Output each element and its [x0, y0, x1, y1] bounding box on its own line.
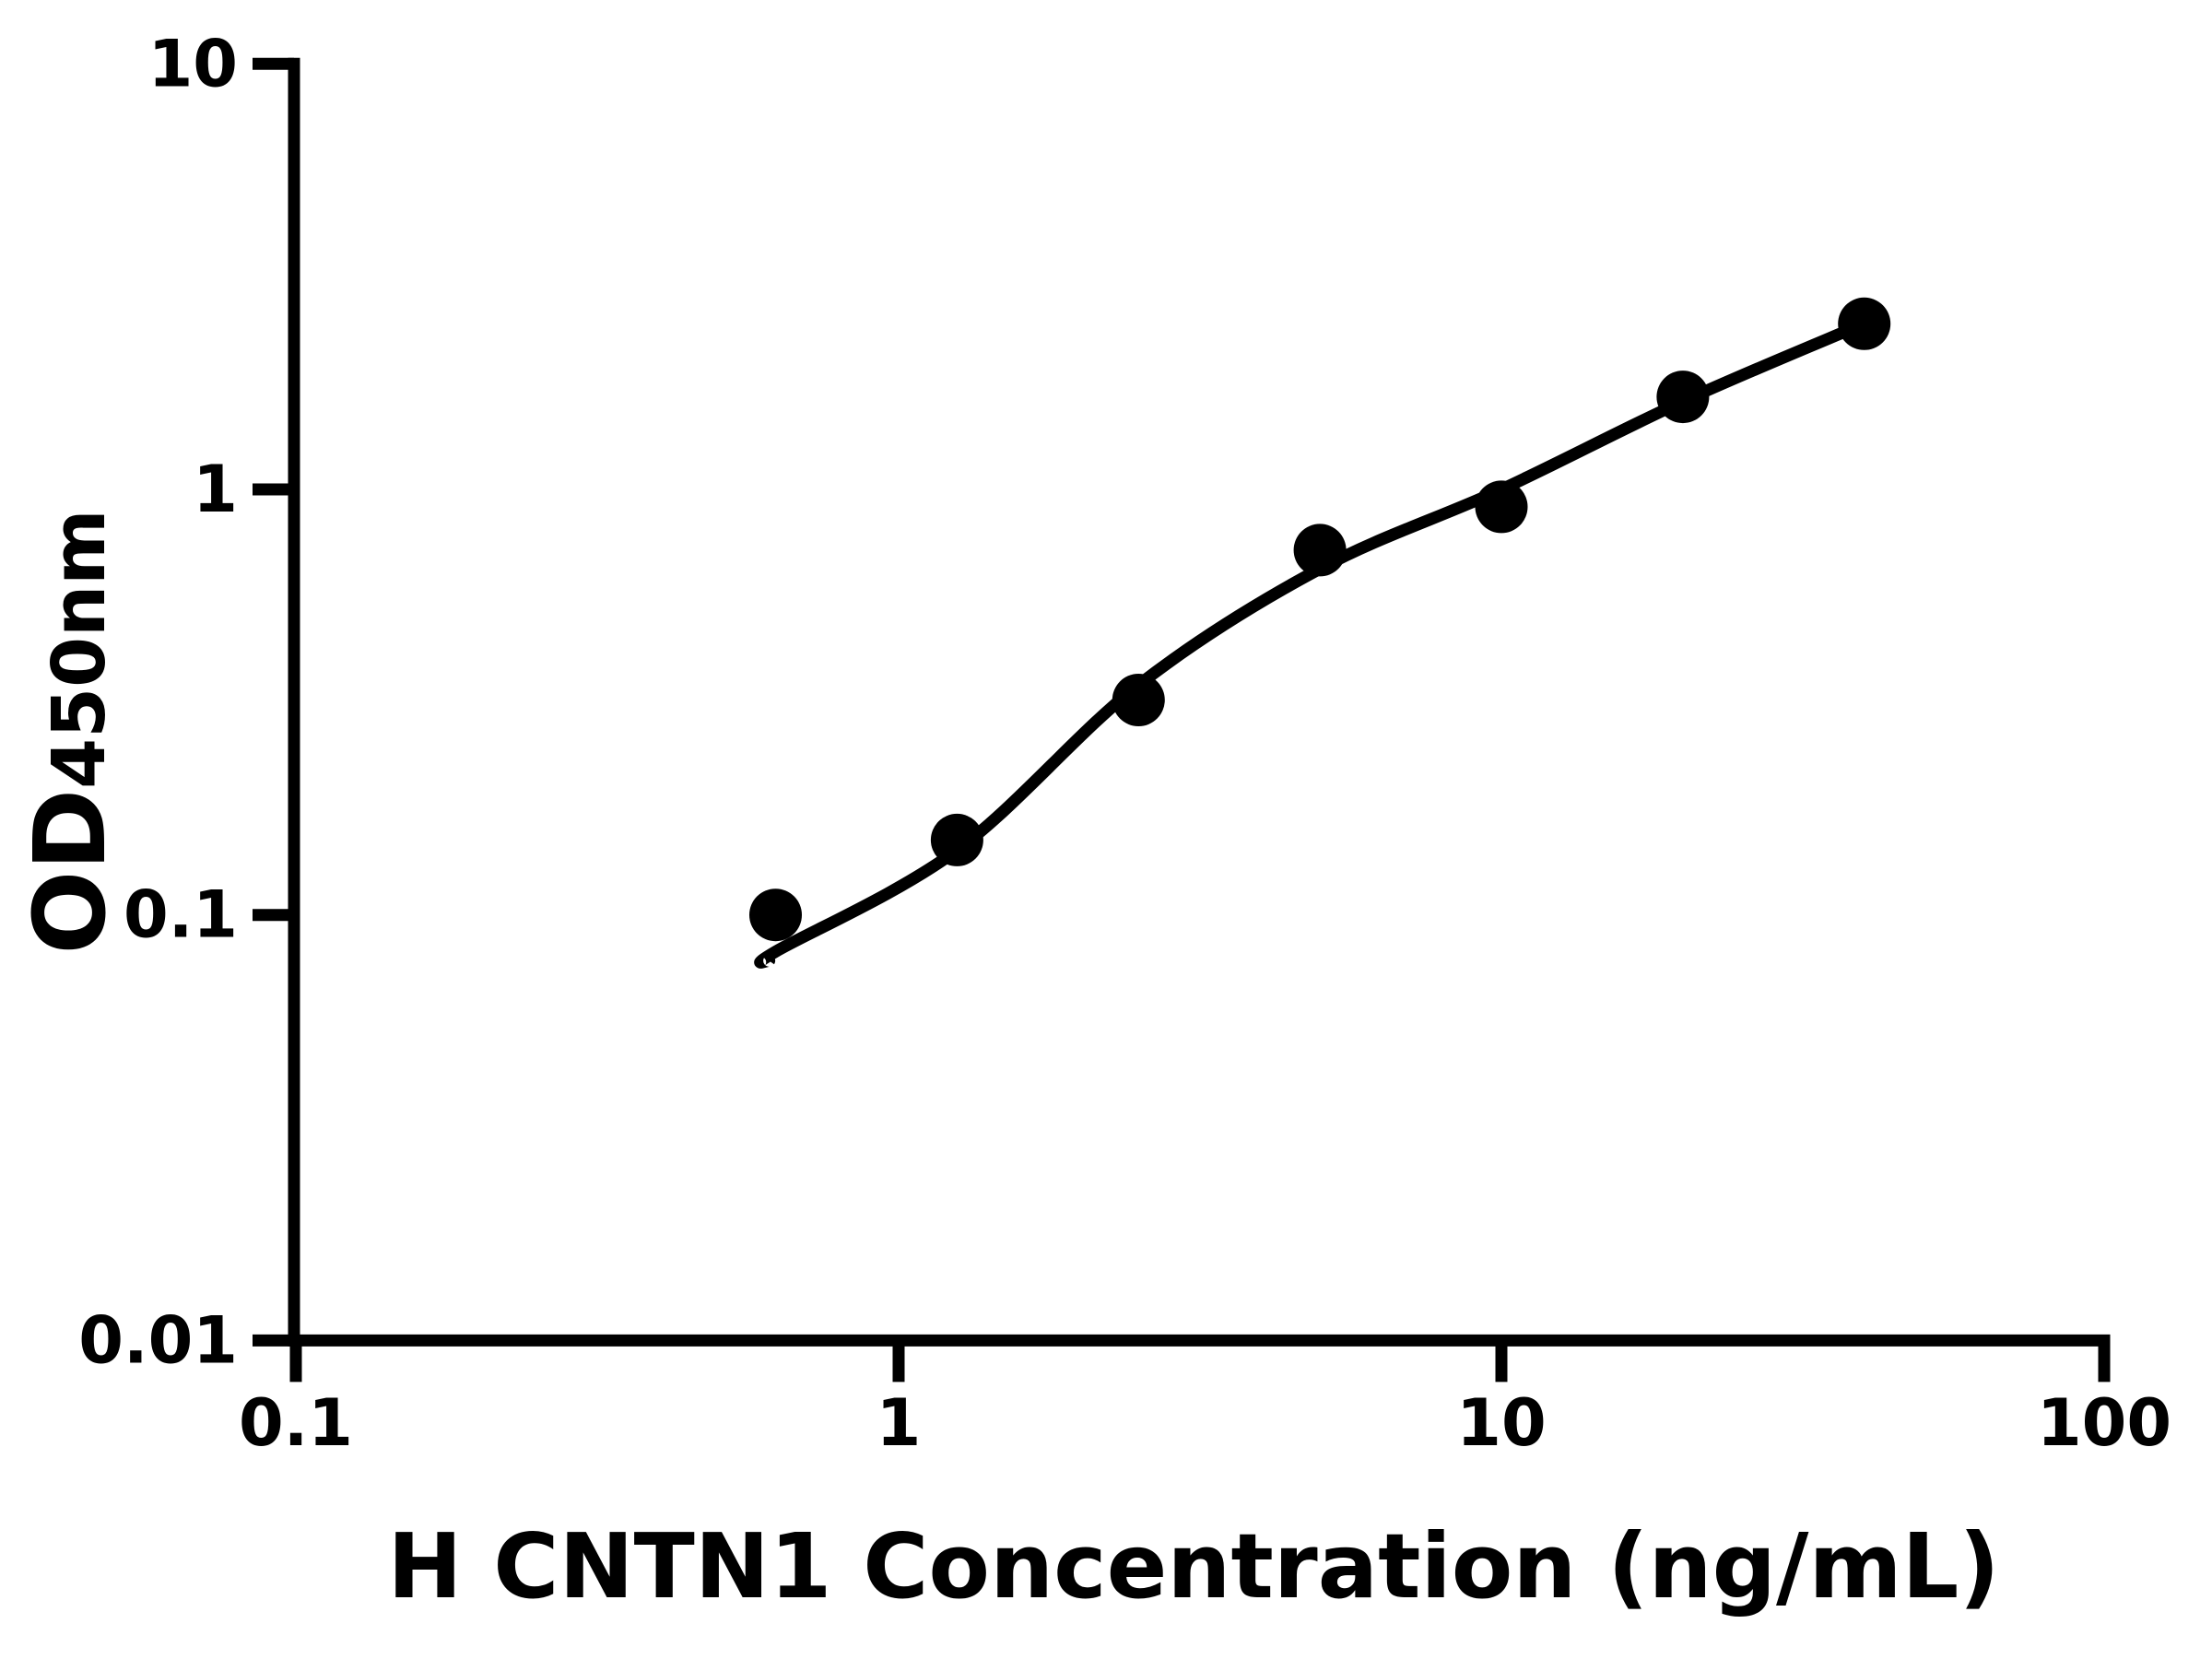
fit-curve-layer [754, 318, 1867, 969]
x-axis-title: H CNTN1 Concentration (ng/mL) [387, 1514, 1999, 1618]
data-point-1 [749, 888, 802, 942]
data-point-7 [1838, 297, 1891, 350]
x-tick-label-10: 10 [1456, 1385, 1546, 1461]
x-tick-label-0.1: 0.1 [239, 1385, 353, 1461]
data-point-2 [930, 813, 983, 866]
y-axis-ticks: 0.01 0.1 1 10 [78, 26, 294, 1378]
y-tick-label-0.01: 0.01 [78, 1302, 238, 1378]
data-point-6 [1656, 371, 1710, 424]
data-point-5 [1475, 480, 1528, 534]
data-point-4 [1293, 524, 1347, 577]
y-axis-title-main: OD [14, 789, 128, 955]
y-tick-label-0.1: 0.1 [124, 877, 238, 953]
y-tick-label-10: 10 [148, 26, 238, 101]
y-tick-label-1: 1 [193, 452, 238, 527]
x-axis-ticks: 0.1 1 10 100 [239, 1340, 2171, 1461]
y-axis-title: OD450nm [14, 509, 128, 954]
data-points-layer [749, 297, 1891, 942]
axis-lines [288, 57, 2111, 1347]
x-tick-label-1: 1 [877, 1385, 922, 1461]
data-point-3 [1112, 674, 1165, 726]
y-axis-title-sub: 450nm [37, 509, 122, 788]
x-tick-label-100: 100 [2037, 1385, 2171, 1461]
fit-curve [754, 318, 1867, 969]
axes [288, 57, 2111, 1347]
